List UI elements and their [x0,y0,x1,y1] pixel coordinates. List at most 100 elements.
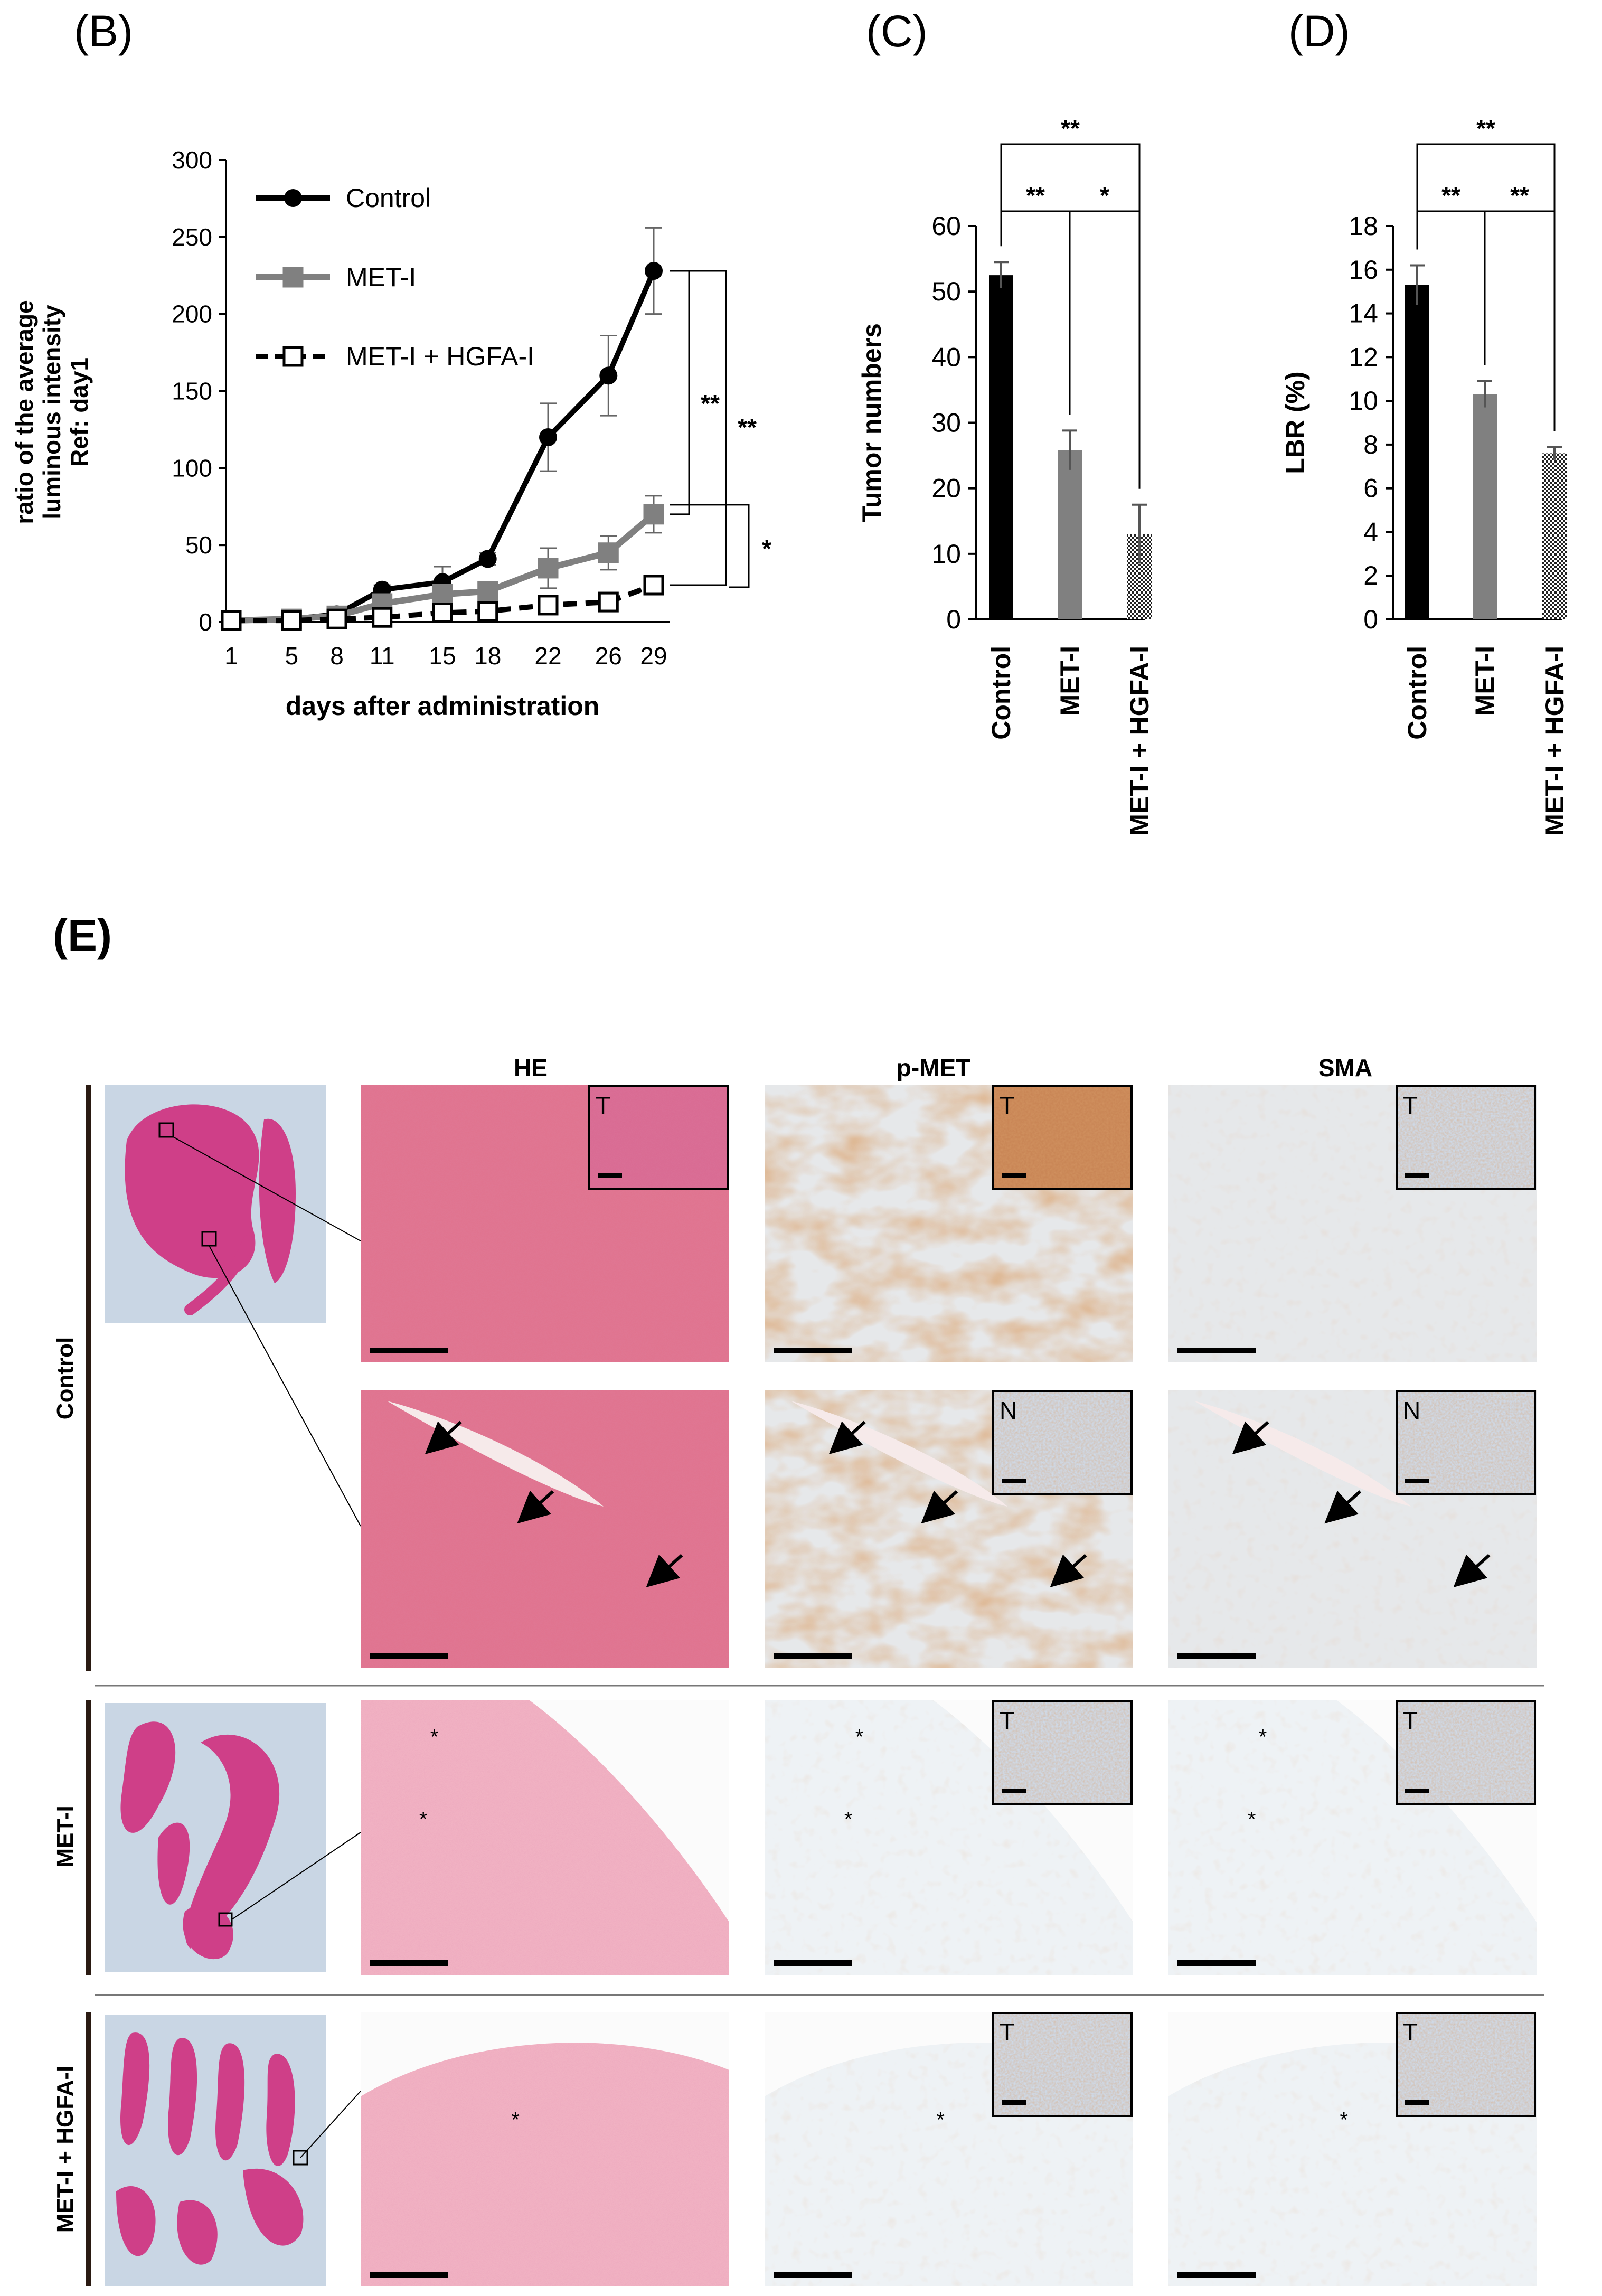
histology-inset-label: N [1000,1397,1017,1424]
group-bar-combo [86,2012,91,2286]
histology-tile-texture [361,1390,729,1668]
chart-c-y-tick-label: 0 [946,605,961,634]
chart-c-bar [1058,450,1082,619]
chart-b-point [281,610,302,631]
chart-b-legend-label: MET-I [346,262,416,292]
histology-inset-label: T [1000,2018,1014,2046]
chart-b-legend-label: MET-I + HGFA-I [346,342,534,371]
chart-b-point [538,595,559,616]
histology-scale-bar [1177,1960,1256,1966]
histology-arrow [828,1420,866,1455]
chart-b-y-axis-label: ratio of the average [11,300,38,524]
chart-c-bar [989,275,1013,619]
chart-c-y-tick-label: 10 [931,539,961,569]
group-label-combo: MET-I + HGFA-I [52,2066,78,2233]
chart-d-y-axis-label: LBR (%) [1280,371,1310,474]
chart-d-significance: ** [1510,182,1529,209]
group-bar-met-i [86,1700,91,1975]
chart-b-x-tick-label: 15 [429,642,456,670]
histology-asterisk: * [855,1725,864,1748]
chart-d-y-tick-label: 18 [1349,211,1378,241]
chart-c-significance: ** [1061,115,1080,142]
chart-b-legend-label: Control [346,183,431,213]
chart-b-point [598,542,619,563]
histology-scale-bar [774,2272,852,2278]
chart-c-y-axis-label: Tumor numbers [857,323,887,522]
chart-b-point [326,608,347,629]
chart-b-y-axis-label: luminous intensity [38,305,65,520]
slide-thumbnail-combo [105,2015,361,2286]
histology-scale-bar [774,1348,852,1353]
chart-b-x-tick-label: 11 [370,642,395,670]
histology-arrow [921,1490,958,1524]
chart-b-point [477,581,498,602]
histology-arrow [1232,1420,1269,1455]
histology-scale-bar [774,1960,852,1966]
chart-d-bracket [1416,210,1486,365]
chart-d-y-tick-label: 2 [1363,561,1378,590]
histology-inset-texture [994,2014,1130,2115]
histology-asterisk: * [430,1725,439,1748]
histology-inset-texture [1398,2014,1534,2115]
chart-c-y-tick-label: 60 [931,211,961,241]
histology-inset-label: T [1000,1707,1014,1734]
chart-b-point [598,591,619,613]
chart-c: 0 10 20 30 40 50 60 Tumor numbers Control MET-I ME… [857,115,1154,836]
histology-inset-scale-bar [1405,1173,1429,1178]
chart-d-y-tick-label: 0 [1363,605,1378,634]
chart-c-significance: ** [1026,182,1045,209]
histology-inset-scale-bar [1002,1479,1026,1483]
histology-inset-label: T [596,1091,610,1119]
histology-asterisk: * [936,2109,945,2132]
chart-c-bracket [1000,143,1141,211]
histology-scale-bar [370,2272,448,2278]
histology-inset-label: N [1403,1397,1420,1424]
chart-c-bracket [1000,210,1071,415]
chart-c-y-tick-label: 40 [931,342,961,372]
chart-b-point [221,610,242,631]
chart-d-bar [1405,285,1429,619]
group-bar-control [86,1085,91,1671]
chart-b-x-tick-label: 5 [285,642,298,670]
chart-b-legend-marker [282,267,304,288]
histology-asterisk: * [844,1808,853,1831]
chart-b-x-tick-label: 8 [330,642,344,670]
histology-inset-scale-bar [1002,1173,1026,1178]
chart-c-y-tick-label: 30 [931,408,961,438]
chart-b-bracket [670,504,750,588]
column-header-sma: SMA [1318,1054,1372,1081]
group-label-control: Control [52,1337,78,1419]
histology-inset-texture [1398,1702,1534,1803]
chart-d-category-label: Control [1402,646,1432,740]
chart-b-point [643,504,664,525]
histology-scale-bar [1177,1348,1256,1353]
chart-b-x-tick-label: 1 [224,642,238,670]
histology-inset-label: T [1403,2018,1418,2046]
column-header-pmet: p-MET [897,1054,971,1081]
chart-d-y-tick-label: 8 [1363,430,1378,459]
chart-b-point [478,550,497,568]
histology-inset-scale-bar [1405,1789,1429,1793]
chart-b-y-axis-label: Ref: day1 [65,357,93,467]
histology-inset-label: T [1403,1707,1418,1734]
chart-b-significance: ** [701,390,720,417]
histology-scale-bar [370,1960,448,1966]
chart-d-y-tick-label: 16 [1349,255,1378,285]
panel-label-b: (B) [74,6,133,56]
histology-arrow [517,1490,554,1524]
chart-c-category-label: Control [986,646,1016,740]
chart-b-point [432,584,453,605]
histology-asterisk: * [1248,1808,1256,1831]
histology-scale-bar [370,1348,448,1353]
histology-arrow [425,1420,462,1455]
column-header-he: HE [514,1054,548,1081]
slide-thumbnail-control [105,1085,361,1527]
histology-inset-texture [1398,1392,1534,1493]
histology-asterisk: * [1259,1725,1267,1748]
chart-b-bracket [670,270,727,586]
histology-inset-scale-bar [1002,1789,1026,1793]
histology-background [361,2012,729,2096]
histology-inset-scale-bar [598,1173,622,1178]
chart-d-significance: ** [1476,115,1495,142]
chart-b-x-tick-label: 29 [640,642,667,670]
